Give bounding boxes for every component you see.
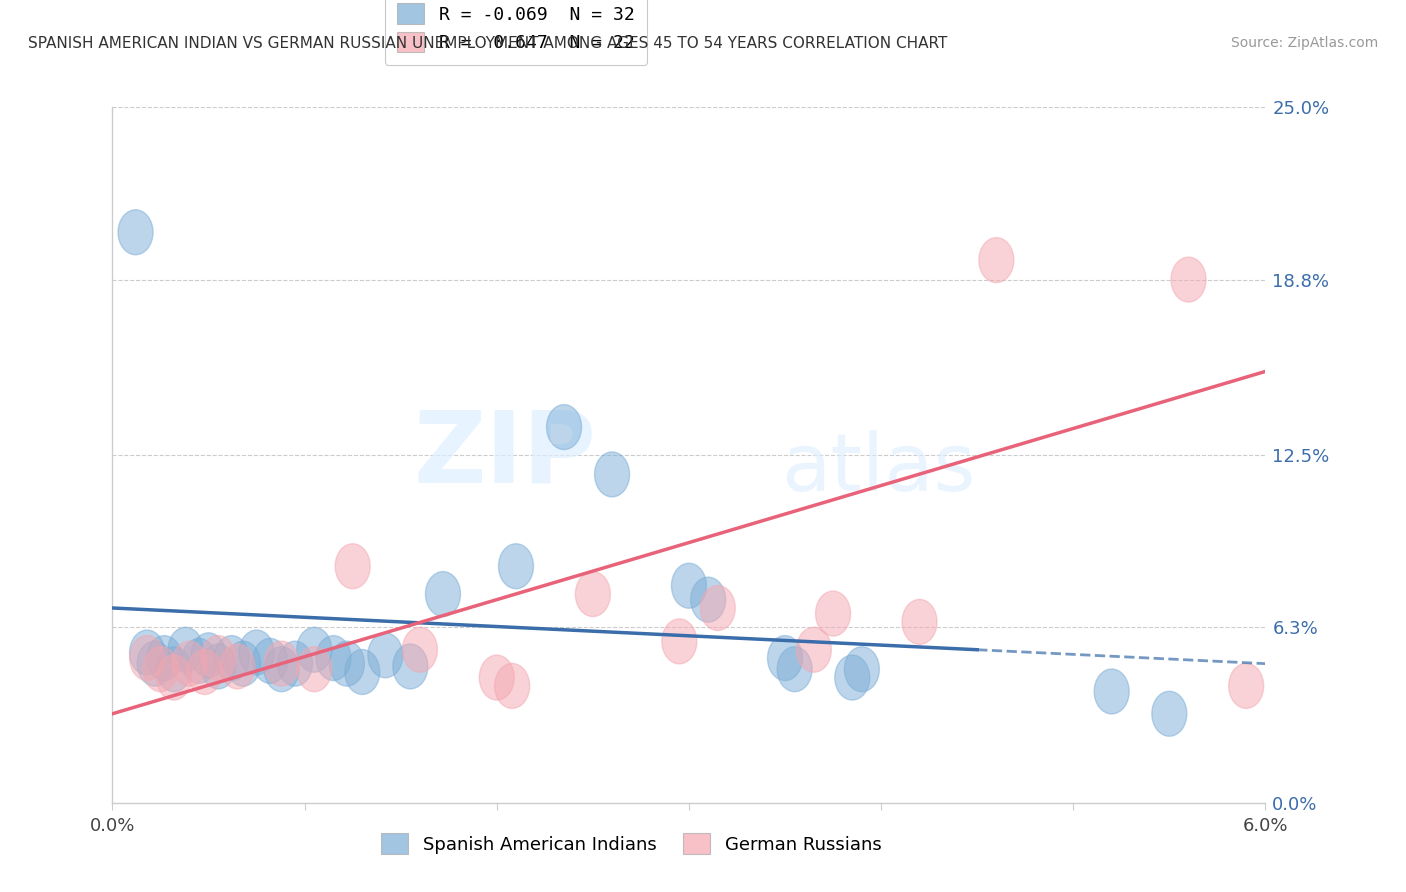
Ellipse shape bbox=[329, 641, 364, 686]
Ellipse shape bbox=[277, 641, 312, 686]
Ellipse shape bbox=[118, 210, 153, 255]
Ellipse shape bbox=[575, 572, 610, 616]
Ellipse shape bbox=[547, 405, 582, 450]
Ellipse shape bbox=[156, 647, 191, 691]
Ellipse shape bbox=[1171, 257, 1206, 302]
Ellipse shape bbox=[172, 641, 207, 686]
Ellipse shape bbox=[335, 544, 370, 589]
Ellipse shape bbox=[672, 563, 706, 608]
Ellipse shape bbox=[264, 647, 299, 691]
Ellipse shape bbox=[225, 641, 260, 686]
Ellipse shape bbox=[1229, 664, 1264, 708]
Ellipse shape bbox=[662, 619, 697, 664]
Ellipse shape bbox=[700, 585, 735, 631]
Ellipse shape bbox=[129, 630, 165, 675]
Ellipse shape bbox=[191, 632, 226, 678]
Ellipse shape bbox=[499, 544, 533, 589]
Ellipse shape bbox=[129, 636, 165, 681]
Ellipse shape bbox=[167, 627, 202, 673]
Ellipse shape bbox=[495, 664, 530, 708]
Ellipse shape bbox=[903, 599, 936, 644]
Ellipse shape bbox=[815, 591, 851, 636]
Ellipse shape bbox=[690, 577, 725, 622]
Text: atlas: atlas bbox=[782, 430, 976, 508]
Ellipse shape bbox=[201, 644, 236, 689]
Ellipse shape bbox=[239, 630, 274, 675]
Ellipse shape bbox=[214, 636, 249, 681]
Ellipse shape bbox=[264, 641, 299, 686]
Ellipse shape bbox=[368, 632, 404, 678]
Ellipse shape bbox=[1094, 669, 1129, 714]
Ellipse shape bbox=[835, 655, 870, 700]
Ellipse shape bbox=[778, 647, 813, 691]
Ellipse shape bbox=[146, 636, 181, 681]
Ellipse shape bbox=[344, 649, 380, 695]
Ellipse shape bbox=[297, 627, 332, 673]
Ellipse shape bbox=[297, 647, 332, 691]
Ellipse shape bbox=[181, 639, 217, 683]
Ellipse shape bbox=[1152, 691, 1187, 736]
Ellipse shape bbox=[595, 452, 630, 497]
Ellipse shape bbox=[402, 627, 437, 673]
Ellipse shape bbox=[201, 636, 236, 681]
Text: Source: ZipAtlas.com: Source: ZipAtlas.com bbox=[1230, 36, 1378, 50]
Ellipse shape bbox=[253, 639, 288, 683]
Ellipse shape bbox=[143, 647, 179, 691]
Legend: Spanish American Indians, German Russians: Spanish American Indians, German Russian… bbox=[373, 824, 890, 863]
Text: SPANISH AMERICAN INDIAN VS GERMAN RUSSIAN UNEMPLOYMENT AMONG AGES 45 TO 54 YEARS: SPANISH AMERICAN INDIAN VS GERMAN RUSSIA… bbox=[28, 36, 948, 51]
Ellipse shape bbox=[187, 649, 222, 695]
Ellipse shape bbox=[479, 655, 515, 700]
Ellipse shape bbox=[979, 237, 1014, 283]
Ellipse shape bbox=[156, 655, 191, 700]
Text: ZIP: ZIP bbox=[413, 407, 596, 503]
Ellipse shape bbox=[138, 641, 173, 686]
Ellipse shape bbox=[768, 636, 803, 681]
Ellipse shape bbox=[845, 647, 879, 691]
Ellipse shape bbox=[796, 627, 831, 673]
Ellipse shape bbox=[219, 644, 254, 689]
Ellipse shape bbox=[426, 572, 461, 616]
Ellipse shape bbox=[392, 644, 427, 689]
Ellipse shape bbox=[316, 636, 352, 681]
